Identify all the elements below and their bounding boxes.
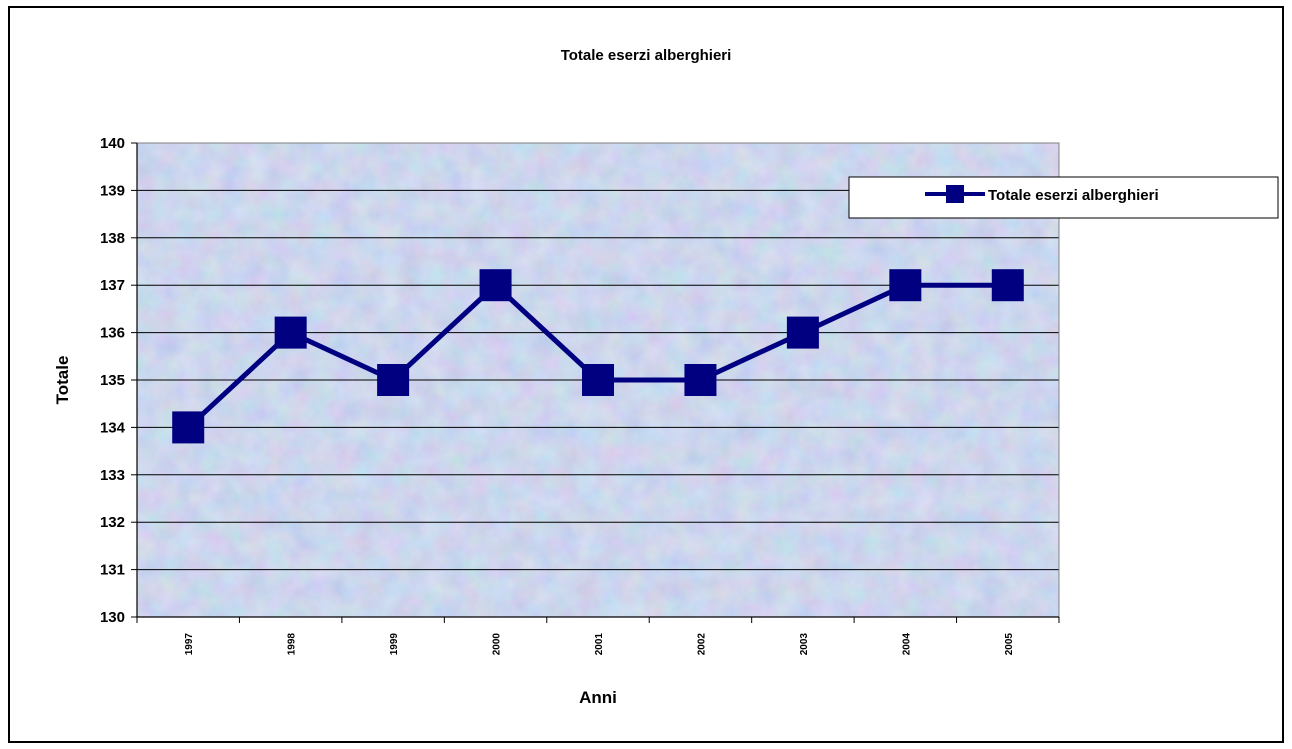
series-layer [172,269,1024,444]
legend: Totale eserzi alberghieri [848,176,1279,219]
x-tick-label: 2000 [492,633,503,656]
data-point-marker [479,269,512,302]
x-tick-label: 2003 [799,633,810,656]
legend-marker-swatch [946,185,964,203]
y-tick-label: 130 [100,609,125,626]
data-point-marker [786,316,819,349]
chart-title: Totale eserzi alberghieri [561,47,732,64]
y-tick-label: 131 [100,562,125,579]
legend-box [848,176,1279,219]
y-tick-label: 137 [100,277,125,294]
x-tick-label: 2004 [901,633,912,656]
y-axis-label: Totale [53,356,72,405]
x-axis: 1997 1998 1999 2000 2001 2002 2003 2004 2005 [136,616,1060,656]
x-tick-label: 2002 [696,633,707,656]
y-tick-label: 138 [100,230,125,247]
x-tick-label: 1998 [287,633,298,656]
x-tick-label: 1999 [389,633,400,656]
data-point-marker [172,411,205,444]
x-tick-label: 2001 [594,633,605,656]
x-tick-label: 2005 [1004,633,1015,656]
y-tick-label: 140 [100,135,125,152]
data-point-marker [684,364,717,396]
x-tick-label: 1997 [184,633,195,656]
data-point-marker [582,364,614,396]
data-point-marker [991,269,1024,302]
data-point-marker [889,269,922,302]
y-tick-label: 134 [100,419,126,436]
y-tick-label: 136 [100,325,125,342]
x-axis-label: Anni [579,688,617,707]
legend-label: Totale eserzi alberghieri [988,187,1159,204]
y-tick-label: 139 [100,182,125,199]
y-tick-label: 132 [100,514,125,531]
data-point-marker [274,316,307,349]
y-tick-label: 133 [100,467,125,484]
y-axis: 130 131 132 133 134 135 136 137 138 139 140 [100,135,138,626]
y-tick-label: 135 [100,372,125,389]
data-point-marker [377,364,410,396]
